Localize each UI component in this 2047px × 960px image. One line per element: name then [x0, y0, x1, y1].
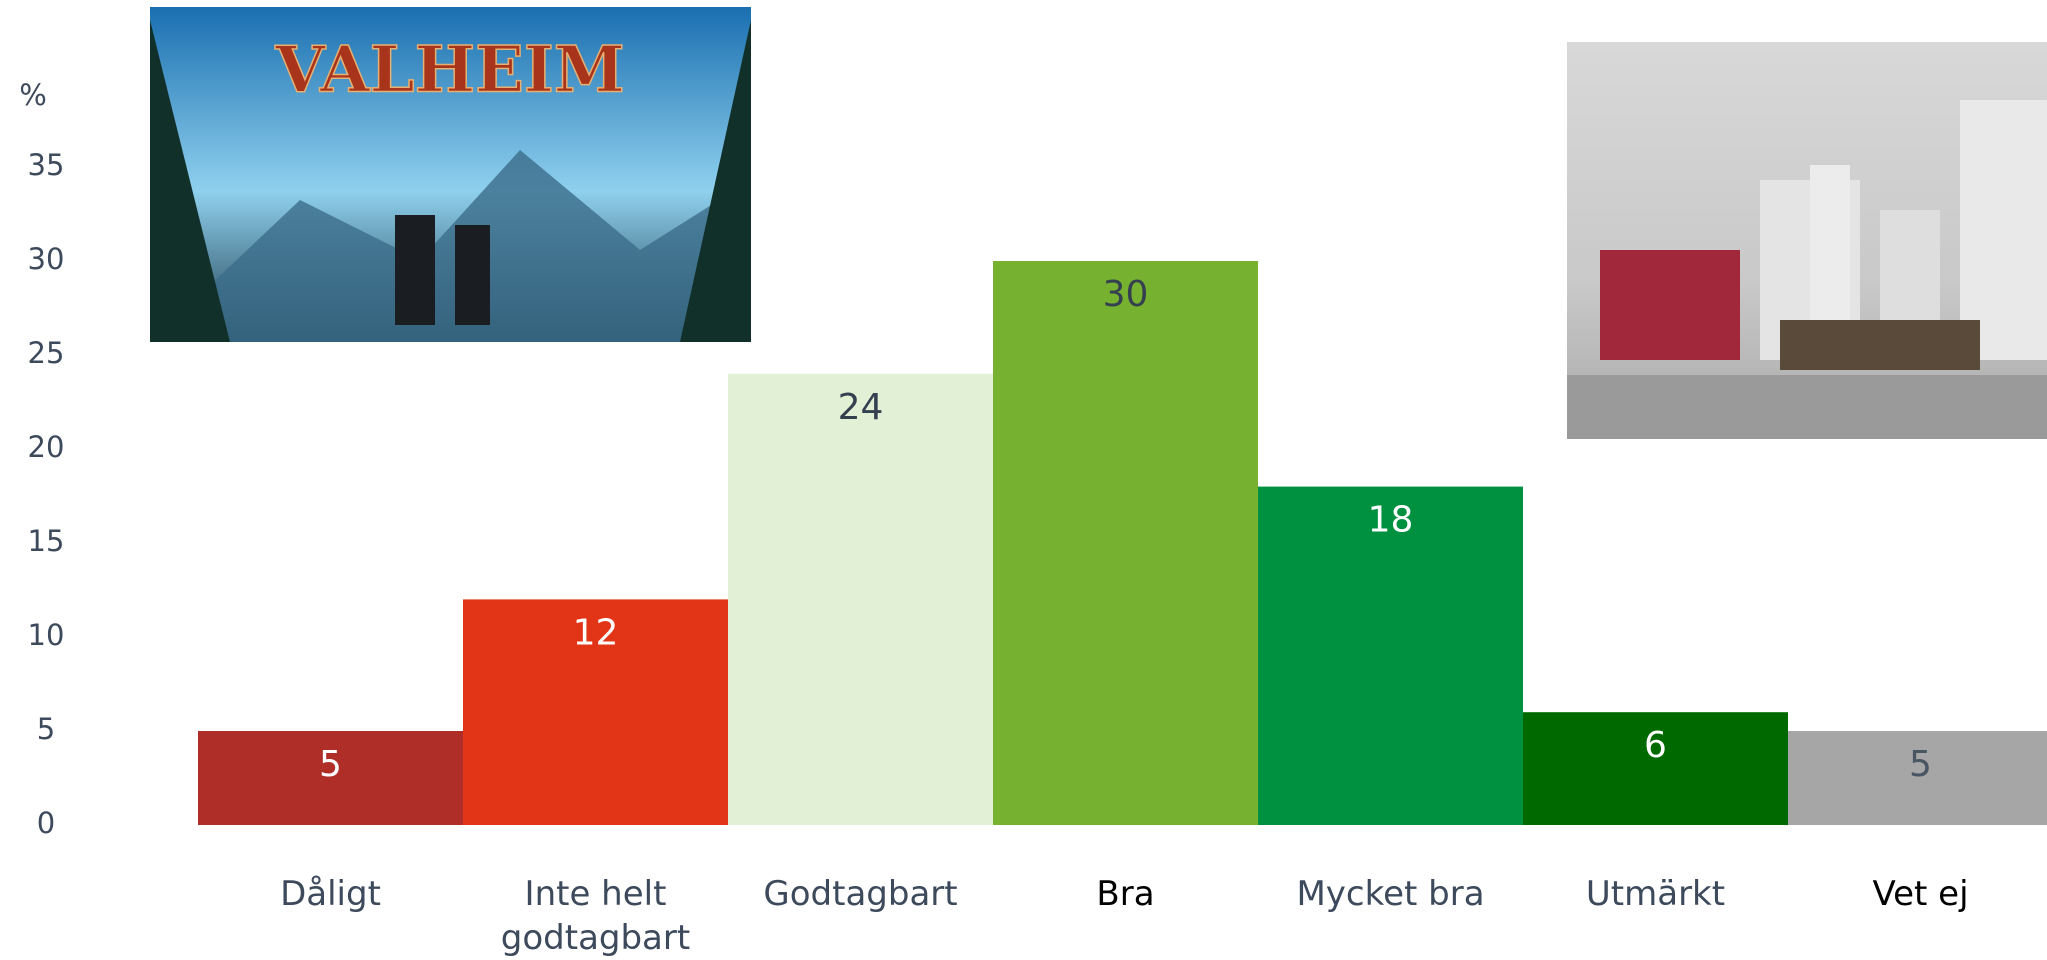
x-tick-label: Godtagbart — [738, 872, 983, 916]
page: VALHEIM % 0 5 10 15 20 25 30 35 5 12 24 30 18 6 5 Dålig… — [0, 0, 2047, 960]
x-tick-label: Bra — [1003, 872, 1248, 916]
chart: VALHEIM % 0 5 10 15 20 25 30 35 5 12 24 30 18 6 5 — [0, 0, 2047, 960]
y-tick-label: 25 — [28, 336, 65, 370]
y-tick-label: 0 — [37, 806, 55, 840]
x-tick-label: Utmärkt — [1533, 872, 1778, 916]
x-tick-label: Dåligt — [208, 872, 453, 916]
y-tick-label: 15 — [28, 524, 65, 558]
game-image: VALHEIM — [150, 7, 751, 342]
value-label: 30 — [1103, 274, 1149, 315]
value-label: 5 — [319, 744, 342, 785]
y-unit: % — [19, 78, 47, 112]
x-tick-label: Mycket bra — [1268, 872, 1513, 916]
value-label: 24 — [838, 387, 884, 428]
bar — [993, 261, 1258, 825]
y-tick-label: 30 — [28, 242, 65, 276]
x-tick-label: Vet ej — [1798, 872, 2043, 916]
value-label: 18 — [1368, 500, 1414, 541]
y-tick-label: 10 — [28, 618, 65, 652]
x-tick-label: Inte helt godtagbart — [473, 872, 718, 960]
value-label: 12 — [573, 612, 619, 653]
factory-image — [1567, 42, 2047, 439]
value-label: 6 — [1644, 725, 1667, 766]
image-text: VALHEIM — [274, 33, 624, 108]
y-tick-label: 20 — [28, 430, 65, 464]
value-label: 5 — [1909, 744, 1932, 785]
bar — [728, 374, 993, 825]
y-tick-label: 5 — [37, 712, 55, 746]
y-tick-label: 35 — [28, 148, 65, 182]
